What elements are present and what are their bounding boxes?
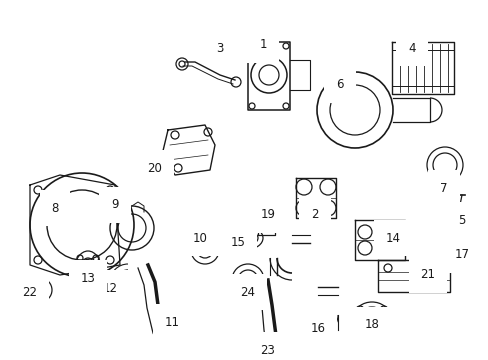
- Text: 8: 8: [51, 202, 59, 215]
- Text: 22: 22: [22, 285, 38, 298]
- Text: 24: 24: [240, 285, 255, 298]
- Text: 5: 5: [457, 213, 465, 226]
- Text: 13: 13: [81, 271, 95, 284]
- Text: 11: 11: [164, 315, 179, 328]
- Text: 7: 7: [439, 181, 447, 194]
- Text: 10: 10: [192, 231, 207, 244]
- Text: 16: 16: [310, 321, 325, 334]
- Text: 12: 12: [102, 282, 117, 294]
- Text: 9: 9: [111, 198, 119, 211]
- Text: 2: 2: [311, 208, 318, 221]
- Text: 15: 15: [230, 235, 245, 248]
- Text: 23: 23: [260, 343, 275, 356]
- Text: 14: 14: [385, 231, 400, 244]
- Text: 6: 6: [336, 78, 343, 91]
- Text: 20: 20: [147, 162, 162, 175]
- Text: 18: 18: [364, 319, 379, 332]
- Text: 19: 19: [260, 208, 275, 221]
- Text: 1: 1: [259, 39, 266, 51]
- Text: 21: 21: [420, 269, 435, 282]
- Text: 4: 4: [407, 41, 415, 54]
- Text: 3: 3: [216, 41, 223, 54]
- Text: 17: 17: [453, 248, 468, 261]
